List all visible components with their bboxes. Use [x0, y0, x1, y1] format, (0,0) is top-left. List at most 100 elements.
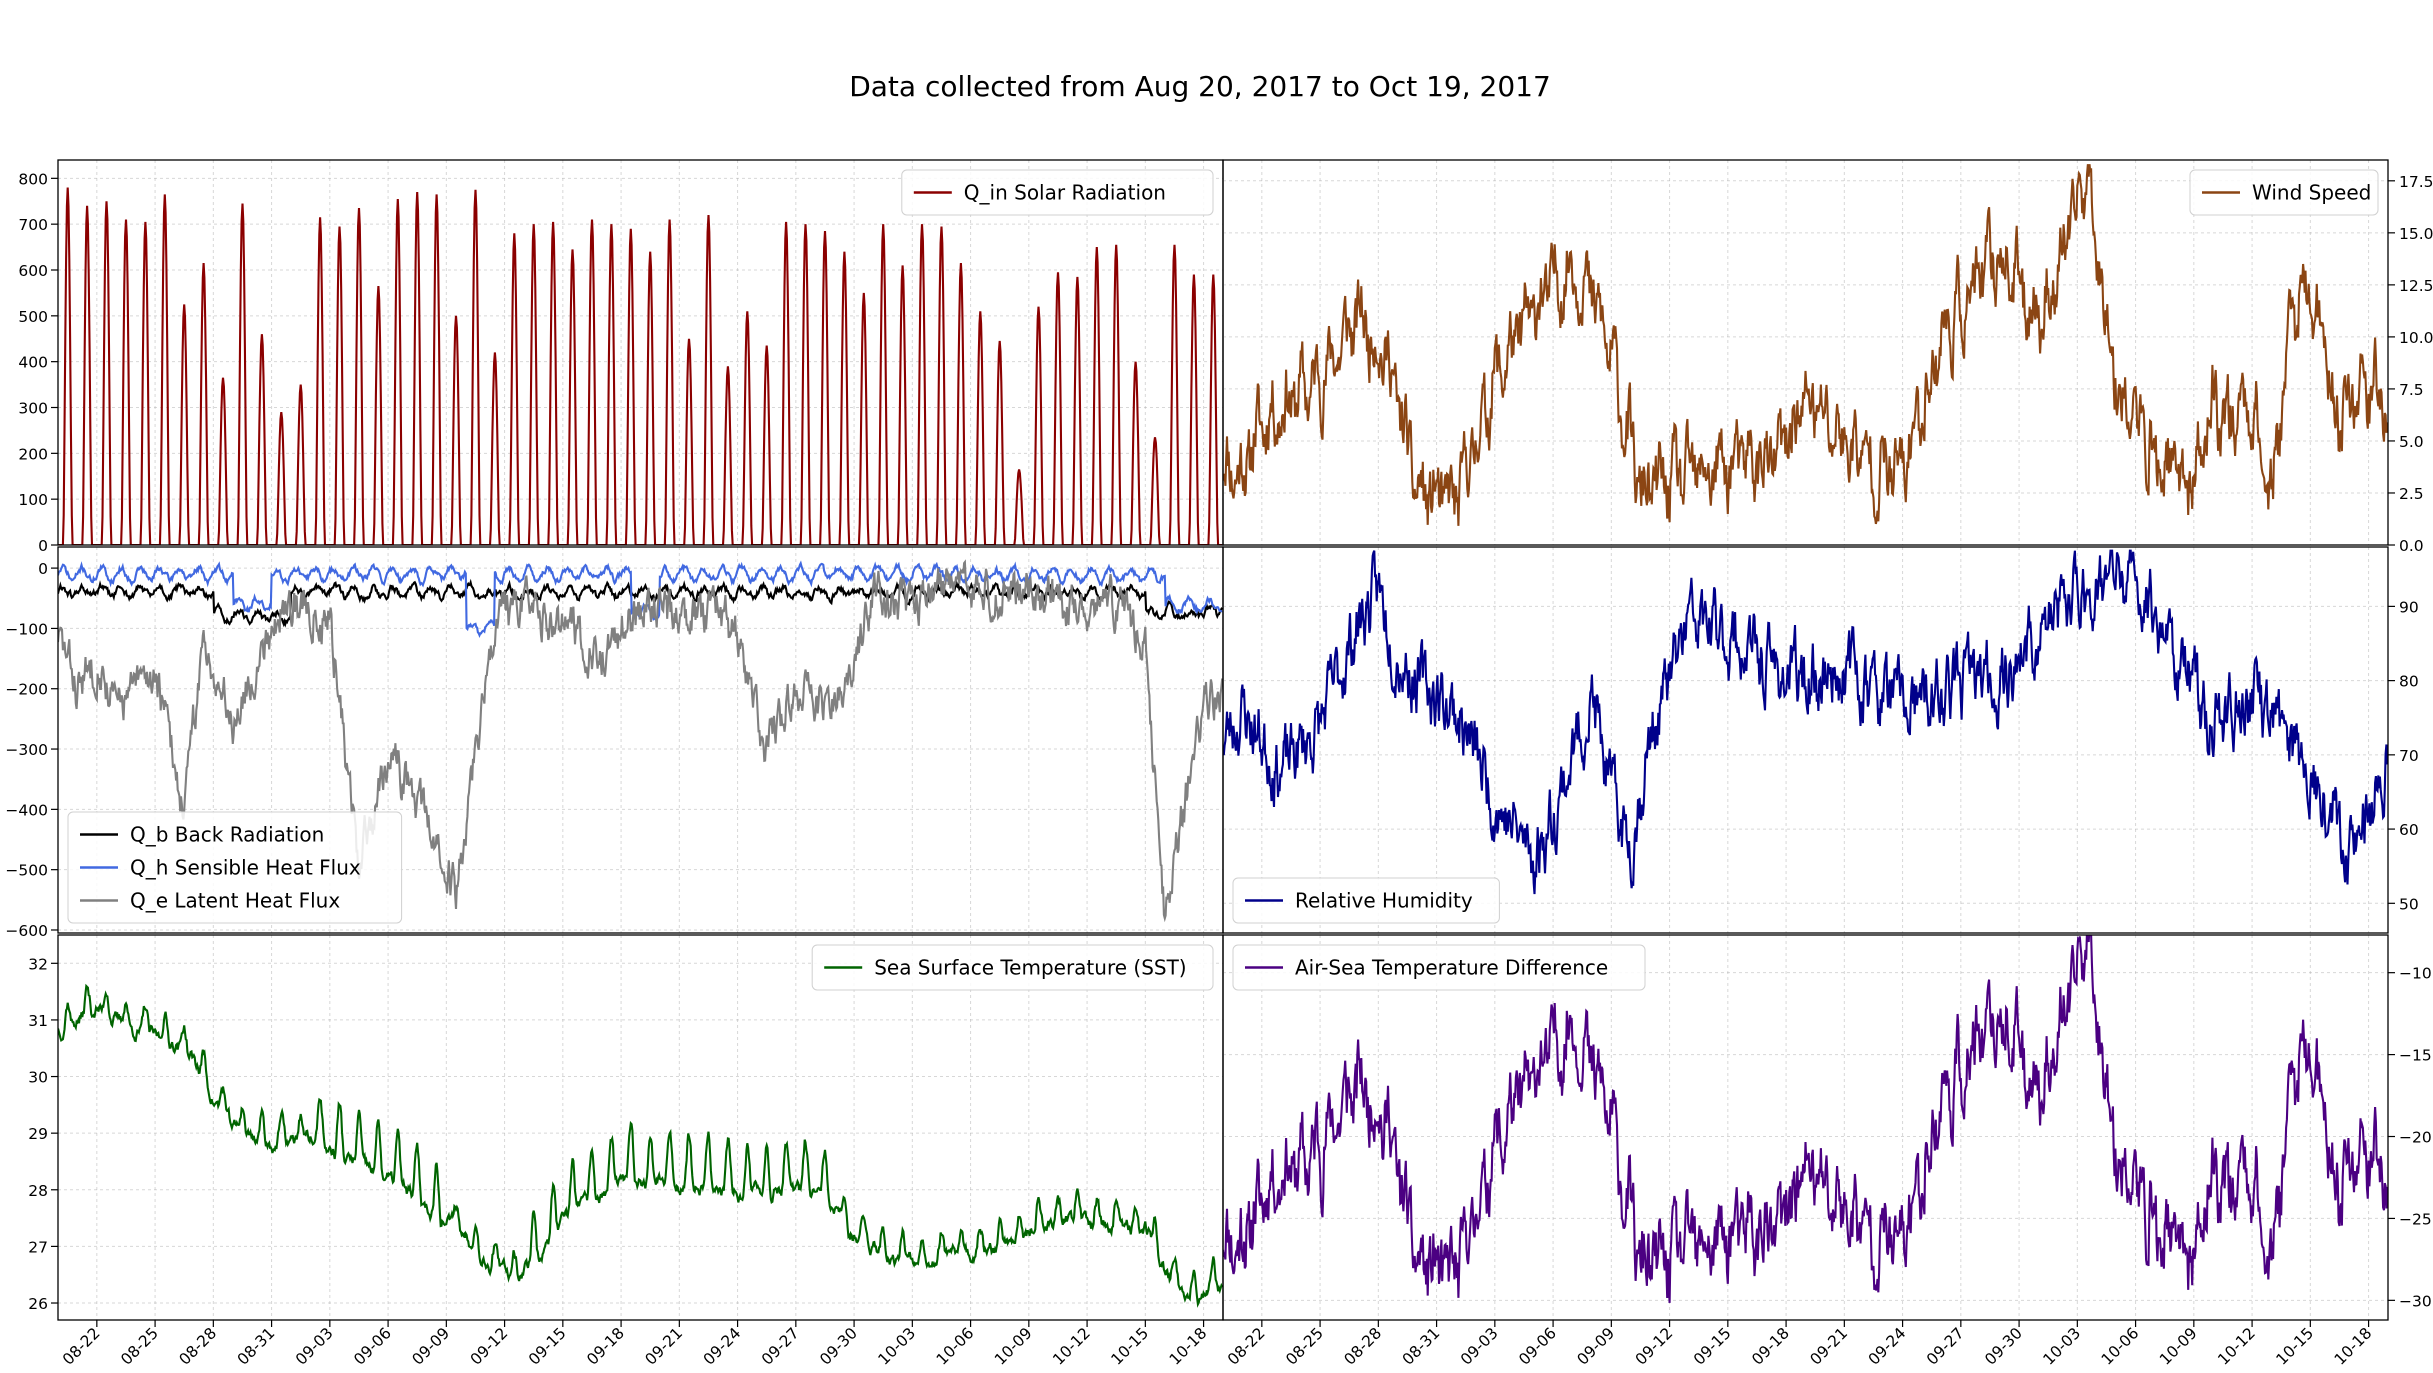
humidity-legend-label-1: Relative Humidity [1295, 889, 1473, 913]
sst-xtick-label: 10-18 [1166, 1324, 1211, 1369]
humidity-ytick-label: 80 [2399, 673, 2419, 691]
airsea-xtick-label: 09-24 [1865, 1324, 1910, 1369]
wind-series-wind-speed [1223, 164, 2388, 526]
wind-panel: 0.0 2.5 5.0 7.5 10.0 12.5 15.0 17.5 Wind Speed [1222, 159, 2433, 555]
sst-xtick-label: 08-25 [117, 1324, 162, 1369]
humidity-series-relative-humidity [1223, 549, 2388, 895]
sst-xtick-label: 10-12 [1049, 1324, 1094, 1369]
airsea-series-air-sea-temperature-difference [1223, 935, 2388, 1303]
heat_flux-legend-label-3: Q_e Latent Heat Flux [130, 889, 340, 913]
sst-xtick-label: 09-15 [525, 1324, 570, 1369]
wind-ytick-label: 12.5 [2399, 277, 2433, 295]
heat_flux-panel: 0 −100 −200 −300 −400 −500 −600 Q_b Back Radiat… [5, 546, 1224, 940]
airsea-ytick-label: −25 [2399, 1210, 2432, 1228]
wind-legend-label-1: Wind Speed [2252, 181, 2371, 205]
airsea-xtick-label: 09-09 [1574, 1324, 1619, 1369]
sst-ytick-label: 30 [28, 1069, 48, 1087]
heat_flux-ytick-label: −100 [5, 620, 48, 638]
airsea-frame [1222, 934, 2389, 1321]
solar-ytick-label: 300 [18, 400, 48, 418]
sst-ytick-label: 27 [28, 1238, 48, 1256]
airsea-ytick-label: −30 [2399, 1292, 2432, 1310]
airsea-xtick-label: 09-27 [1923, 1324, 1968, 1369]
airsea-xtick-label: 09-30 [1981, 1324, 2026, 1369]
humidity-frame [1222, 546, 2389, 934]
sst-legend [811, 944, 1214, 991]
heat_flux-series-latent-heat-flux [58, 559, 1223, 923]
wind-ytick-label: 5.0 [2399, 433, 2424, 451]
solar-ytick-label: 0 [38, 537, 48, 555]
solar-ytick-label: 700 [18, 216, 48, 234]
sst-ytick-label: 26 [28, 1295, 48, 1313]
sst-ytick-label: 32 [28, 955, 48, 973]
wind-frame [1222, 159, 2389, 546]
humidity-ytick-label: 90 [2399, 598, 2419, 616]
airsea-legend-label-1: Air-Sea Temperature Difference [1295, 956, 1608, 980]
heat_flux-legend-label-2: Q_h Sensible Heat Flux [130, 856, 361, 880]
wind-ytick-label: 10.0 [2399, 329, 2433, 347]
solar-series-solar-radiation [58, 187, 1223, 545]
wind-ytick-label: 17.5 [2399, 173, 2433, 191]
solar-frame [57, 159, 1224, 546]
heat_flux-ytick-label: −600 [5, 922, 48, 940]
sst-xtick-label: 09-18 [583, 1324, 628, 1369]
heat_flux-ytick-label: −200 [5, 681, 48, 699]
sst-xtick-label: 08-22 [59, 1324, 104, 1369]
sst-xtick-label: 10-09 [991, 1324, 1036, 1369]
sst-xtick-label: 09-27 [758, 1324, 803, 1369]
solar-ytick-label: 600 [18, 262, 48, 280]
airsea-xtick-label: 08-22 [1224, 1324, 1269, 1369]
heat_flux-series-sensible-heat-flux [58, 560, 1223, 638]
airsea-panel: −10 −15 −20 −25 −30 08-22 08-25 08-28 08-31 09-03… [1222, 934, 2432, 1369]
airsea-xtick-label: 10-06 [2098, 1324, 2143, 1369]
sst-panel: 26 27 28 29 30 31 32 08-22 08-25 08-28 08-31 09-03 0… [28, 934, 1224, 1369]
airsea-xtick-label: 10-15 [2273, 1324, 2318, 1369]
heat_flux-ytick-label: −400 [5, 801, 48, 819]
sst-xtick-label: 09-30 [816, 1324, 861, 1369]
airsea-ytick-label: −20 [2399, 1129, 2432, 1147]
airsea-xtick-label: 09-03 [1457, 1324, 1502, 1369]
solar-ytick-label: 100 [18, 491, 48, 509]
solar-ytick-label: 400 [18, 354, 48, 372]
airsea-xtick-label: 09-06 [1515, 1324, 1560, 1369]
sst-series-sea-surface-temperature-sst- [58, 983, 1223, 1308]
sst-xtick-label: 08-31 [234, 1324, 279, 1369]
airsea-xtick-label: 09-15 [1690, 1324, 1735, 1369]
wind-ytick-label: 15.0 [2399, 225, 2433, 243]
wind-ytick-label: 2.5 [2399, 485, 2424, 503]
sst-xtick-label: 10-03 [875, 1324, 920, 1369]
sst-legend-label-1: Sea Surface Temperature (SST) [874, 956, 1186, 980]
heat_flux-ytick-label: −300 [5, 741, 48, 759]
humidity-panel: 50 60 70 80 90 Relative Humidity [1222, 546, 2419, 934]
airsea-xtick-label: 10-03 [2040, 1324, 2085, 1369]
solar-ytick-label: 500 [18, 308, 48, 326]
solar-ytick-label: 800 [18, 170, 48, 188]
sst-xtick-label: 09-06 [350, 1324, 395, 1369]
airsea-xtick-label: 10-09 [2156, 1324, 2201, 1369]
airsea-xtick-label: 08-28 [1341, 1324, 1386, 1369]
solar-panel: 0 100 200 300 400 500 600 700 800 Q_in Solar Radi… [18, 159, 1224, 555]
airsea-xtick-label: 10-12 [2214, 1324, 2259, 1369]
wind-ytick-label: 7.5 [2399, 381, 2424, 399]
airsea-xtick-label: 10-18 [2331, 1324, 2376, 1369]
sst-xtick-label: 08-28 [176, 1324, 221, 1369]
heat_flux-legend-label-1: Q_b Back Radiation [130, 823, 324, 847]
heat_flux-ytick-label: 0 [38, 560, 48, 578]
sst-xtick-label: 09-24 [700, 1324, 745, 1369]
humidity-legend [1232, 877, 1500, 924]
heat_flux-legend [67, 811, 403, 924]
humidity-ytick-label: 70 [2399, 747, 2419, 765]
airsea-xtick-label: 09-18 [1748, 1324, 1793, 1369]
figure-title: Data collected from Aug 20, 2017 to Oct … [849, 70, 1551, 103]
airsea-xtick-label: 08-25 [1282, 1324, 1327, 1369]
humidity-ytick-label: 60 [2399, 821, 2419, 839]
solar-legend [901, 169, 1214, 216]
sst-xtick-label: 09-03 [292, 1324, 337, 1369]
airsea-legend [1232, 944, 1646, 991]
solar-legend-label-1: Q_in Solar Radiation [964, 181, 1166, 205]
humidity-ytick-label: 50 [2399, 895, 2419, 913]
heat_flux-ytick-label: −500 [5, 862, 48, 880]
airsea-ytick-label: −15 [2399, 1047, 2432, 1065]
